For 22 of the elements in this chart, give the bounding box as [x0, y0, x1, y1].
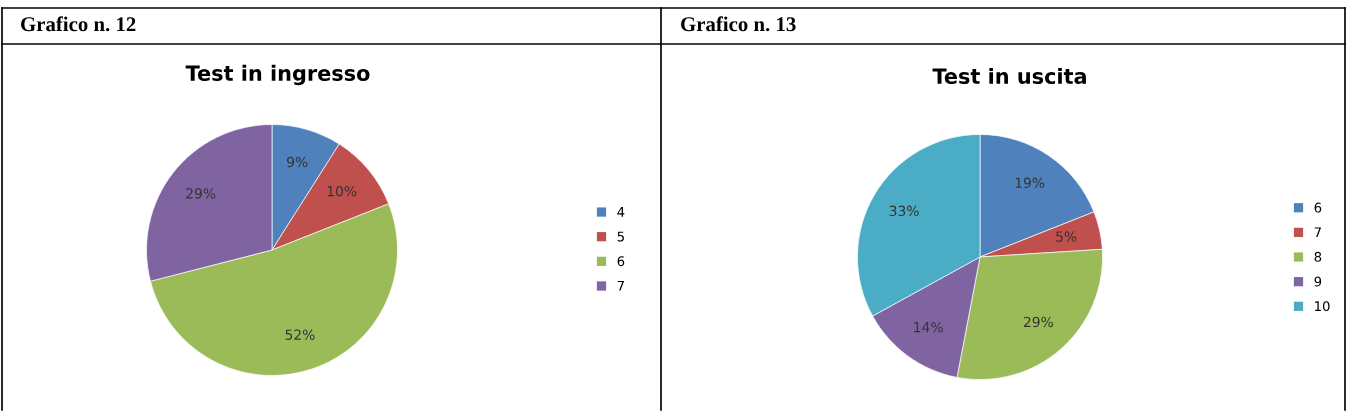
legend-label: 7 [1314, 227, 1321, 237]
legend-label: 6 [1314, 202, 1322, 213]
data-label: 29% [186, 188, 216, 199]
data-label: 10% [327, 185, 357, 197]
data-label: 9% [287, 156, 308, 168]
data-label: 5% [1056, 231, 1077, 242]
legend-label: 9 [1314, 276, 1322, 287]
legend-label: 6 [617, 256, 625, 267]
data-label: 52% [285, 329, 315, 340]
chart-title: Test in ingresso [185, 64, 370, 86]
chart-title: Test in uscita [932, 67, 1086, 85]
legend-label: 8 [1314, 251, 1322, 262]
data-label: 29% [1023, 316, 1054, 328]
data-label: 19% [1015, 177, 1045, 189]
text: Grafico n. 13 [681, 16, 796, 32]
data-label: 33% [889, 205, 919, 217]
legend-label: 7 [617, 280, 624, 291]
legend-label: 5 [617, 231, 624, 242]
legend-label: 4 [617, 207, 625, 217]
data-label: 14% [914, 321, 943, 333]
text: Grafico n. 12 [21, 16, 136, 32]
legend-label: 10 [1315, 301, 1330, 312]
